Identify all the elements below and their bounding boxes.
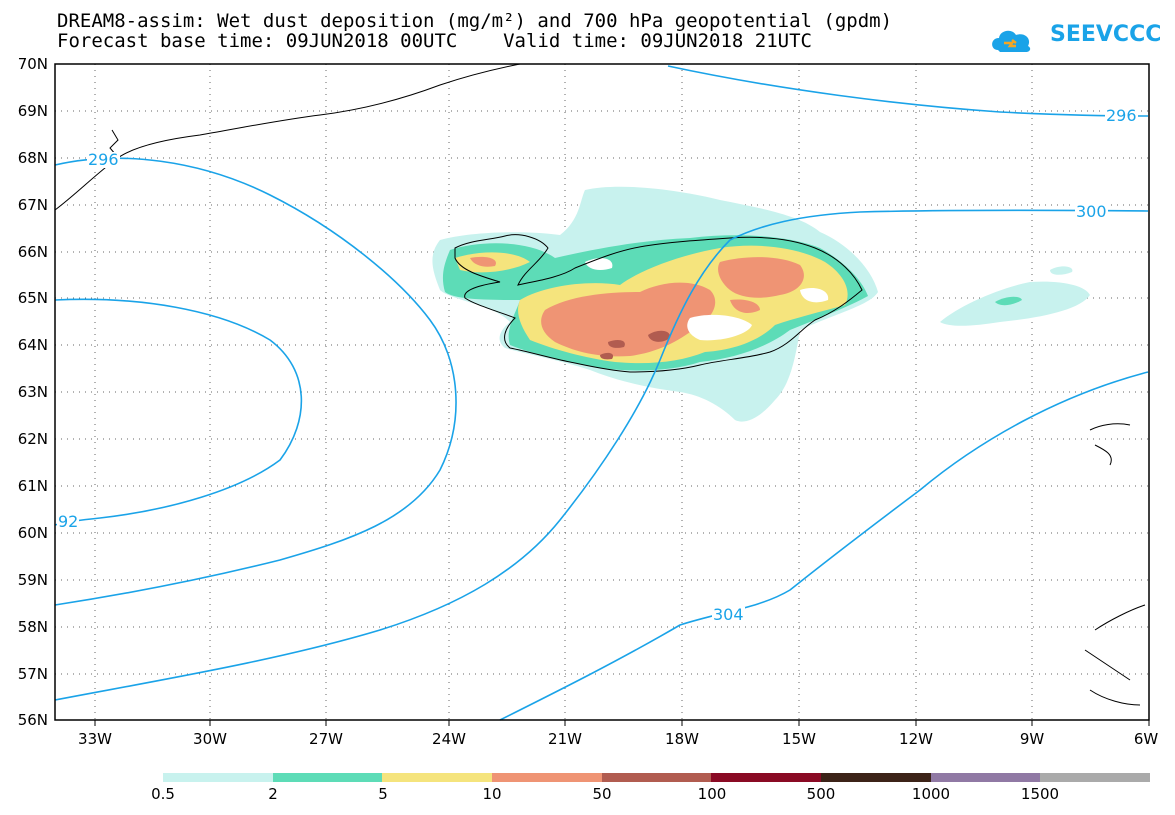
contour-304: [499, 371, 1149, 721]
lon-label: 15W: [782, 730, 816, 748]
colorbar: [163, 773, 1151, 782]
grid-lines: [55, 64, 1149, 720]
colorbar-segment: [1040, 773, 1151, 782]
lat-label: 65N: [17, 289, 48, 307]
lat-label: 69N: [17, 102, 48, 120]
lat-label: 56N: [17, 711, 48, 729]
dust-level-0.5-east: [940, 281, 1090, 326]
dust-level-50: [600, 330, 671, 360]
map-frame: [54, 63, 1150, 721]
colorbar-label: 10: [482, 785, 502, 803]
colorbar-label: 100: [697, 785, 727, 803]
geopotential-contours: [54, 65, 1149, 721]
lat-label: 68N: [17, 149, 48, 167]
map-title-line1: DREAM8-assim: Wet dust deposition (mg/m²…: [57, 10, 893, 32]
lon-label: 18W: [665, 730, 699, 748]
axis-ticks: [94, 720, 1150, 726]
colorbar-label: 1500: [1020, 785, 1060, 803]
lon-label: 6W: [1133, 730, 1159, 748]
lat-label: 64N: [17, 336, 48, 354]
colorbar-label: 5: [378, 785, 388, 803]
colorbar-label: 1000: [911, 785, 951, 803]
lat-label: 61N: [17, 477, 48, 495]
colorbar-segment: [272, 773, 383, 782]
contour-label-296-west: 296: [87, 150, 120, 169]
contour-292: [54, 298, 303, 526]
lon-label: 30W: [193, 730, 227, 748]
colorbar-label: 500: [806, 785, 836, 803]
coastlines: [54, 63, 1146, 706]
lat-label: 62N: [17, 430, 48, 448]
greenland-coastline: [54, 63, 521, 211]
contour-296-west: [54, 157, 457, 606]
colorbar-label: 2: [268, 785, 278, 803]
contour-label-296-north: 296: [1105, 106, 1138, 125]
colorbar-segment: [601, 773, 712, 782]
seevccc-logo-text: SEEVCCC: [1050, 22, 1162, 47]
lon-label: 33W: [78, 730, 112, 748]
lat-label: 57N: [17, 665, 48, 683]
lat-label: 59N: [17, 571, 48, 589]
dust-level-10: [470, 256, 804, 357]
iceland-coastline: [454, 234, 863, 373]
contour-300: [54, 209, 1149, 701]
scotland-coastline: [1084, 423, 1146, 706]
colorbar-segment: [821, 773, 931, 782]
contour-label-304: 304: [712, 605, 745, 624]
lat-label: 70N: [17, 55, 48, 73]
lat-label: 67N: [17, 196, 48, 214]
contour-296-north: [667, 65, 1149, 117]
colorbar-segment: [930, 773, 1041, 782]
colorbar-segment: [492, 773, 602, 782]
colorbar-segment: [382, 773, 493, 782]
colorbar-segment: [711, 773, 822, 782]
map-title-line2: Forecast base time: 09JUN2018 00UTC Vali…: [57, 30, 812, 52]
colorbar-segment: [163, 773, 273, 782]
lon-label: 27W: [309, 730, 343, 748]
contour-label-300: 300: [1075, 202, 1108, 221]
seevccc-logo: [992, 30, 1031, 52]
lat-label: 60N: [17, 524, 48, 542]
lat-label: 63N: [17, 383, 48, 401]
lon-label: 12W: [899, 730, 933, 748]
colorbar-label: 0.5: [151, 785, 175, 803]
colorbar-label: 50: [592, 785, 612, 803]
lon-label: 9W: [1019, 730, 1045, 748]
lat-label: 58N: [17, 618, 48, 636]
lon-label: 21W: [548, 730, 582, 748]
contour-label-292: 92: [57, 512, 80, 531]
lon-label: 24W: [432, 730, 466, 748]
lat-label: 66N: [17, 243, 48, 261]
dust-shading: [432, 186, 1090, 422]
